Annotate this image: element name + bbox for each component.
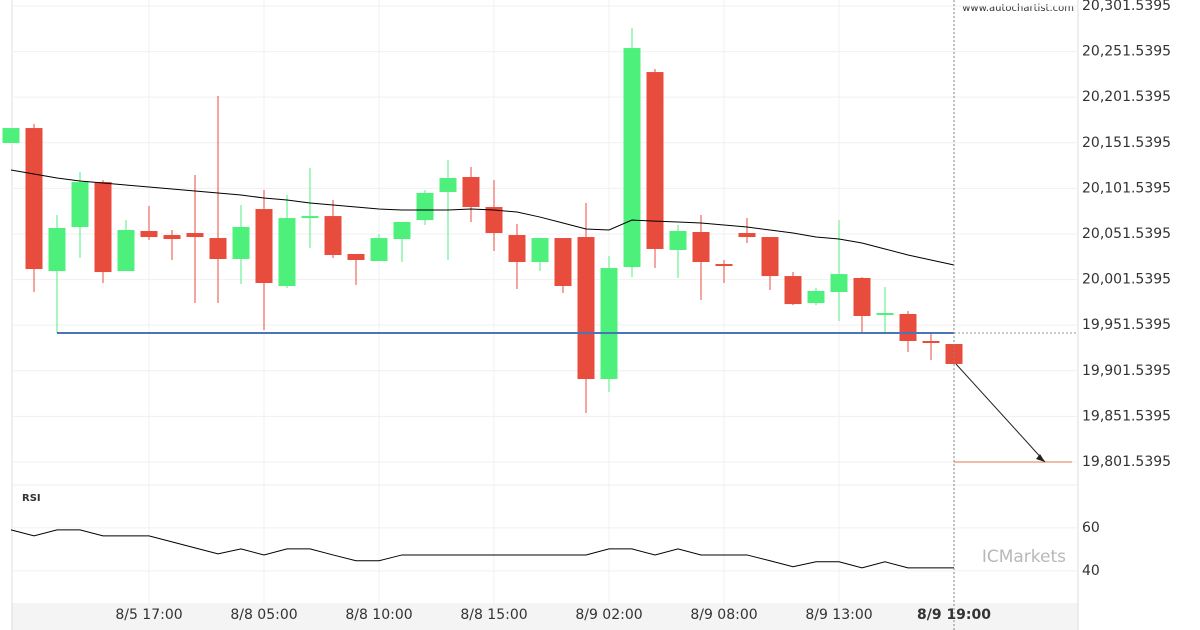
candle-body <box>899 314 917 341</box>
candle-body <box>439 178 457 192</box>
candle-body <box>255 209 273 283</box>
x-tick-label: 8/9 13:00 <box>805 607 872 623</box>
x-axis-band <box>12 603 1078 630</box>
x-tick-label: 8/8 15:00 <box>460 607 527 623</box>
candle-body <box>738 233 756 238</box>
candle-body <box>393 221 411 240</box>
x-tick-label: 8/9 08:00 <box>690 607 757 623</box>
y-tick-label: 20,051.5395 <box>1082 226 1171 242</box>
candle-body <box>577 237 595 380</box>
candle-body <box>324 216 342 255</box>
y-tick-label: 19,951.5395 <box>1082 317 1171 333</box>
y-tick-label: 19,901.5395 <box>1082 363 1171 379</box>
candle-body <box>71 182 89 227</box>
candle-body <box>853 277 871 317</box>
candle-body <box>531 238 549 263</box>
y-tick-label: 20,101.5395 <box>1082 180 1171 196</box>
x-tick-label: 8/9 02:00 <box>575 607 642 623</box>
arrow-head <box>1036 453 1045 462</box>
y-tick-label: 20,251.5395 <box>1082 44 1171 60</box>
candle-body <box>94 182 112 273</box>
candle-body <box>209 238 227 260</box>
logo: ICMarkets <box>982 547 1066 567</box>
y-tick-label: 60 <box>1082 520 1100 536</box>
candle-body <box>117 230 135 272</box>
candle-body <box>347 253 365 261</box>
candle-body <box>2 128 20 144</box>
candle-body <box>623 48 641 268</box>
candle-body <box>370 238 388 262</box>
x-tick-label: 8/9 19:00 <box>917 607 991 623</box>
candle-body <box>876 312 894 316</box>
candle-body <box>25 128 43 270</box>
candle-body <box>508 235 526 263</box>
candle-body <box>140 231 158 238</box>
candle-body <box>922 340 940 344</box>
y-tick-label: 40 <box>1082 563 1100 579</box>
candle-body <box>301 216 319 219</box>
candle-body <box>646 72 664 249</box>
candle-body <box>692 232 710 263</box>
candle-body <box>554 238 572 287</box>
candle-body <box>416 192 434 221</box>
candle-body <box>761 237 779 277</box>
candle-body <box>462 177 480 208</box>
y-tick-label: 20,201.5395 <box>1082 89 1171 105</box>
x-tick-label: 8/5 17:00 <box>115 607 182 623</box>
y-tick-label: 20,001.5395 <box>1082 272 1171 288</box>
candle-body <box>186 233 204 238</box>
moving-average <box>10 169 955 266</box>
candle-body <box>807 291 825 304</box>
candle-body <box>715 264 733 267</box>
x-tick-label: 8/8 05:00 <box>230 607 297 623</box>
y-tick-label: 20,301.5395 <box>1082 0 1171 14</box>
watermark: www.autochartist.com <box>962 3 1074 14</box>
candle-body <box>784 276 802 305</box>
x-tick-label: 8/8 10:00 <box>345 607 412 623</box>
candle-body <box>669 231 687 250</box>
candle-body <box>830 274 848 293</box>
y-tick-label: 20,151.5395 <box>1082 135 1171 151</box>
candle-body <box>163 235 181 240</box>
y-tick-label: 19,851.5395 <box>1082 408 1171 424</box>
candle-body <box>278 218 296 287</box>
rsi-line <box>10 529 954 569</box>
y-tick-label: 19,801.5395 <box>1082 454 1171 470</box>
candle-body <box>485 207 503 234</box>
candle-body <box>48 227 66 272</box>
candle-body <box>232 226 250 260</box>
forecast-arrow <box>955 363 1046 463</box>
candle-body <box>600 268 618 380</box>
rsi-title: RSI <box>22 493 41 504</box>
